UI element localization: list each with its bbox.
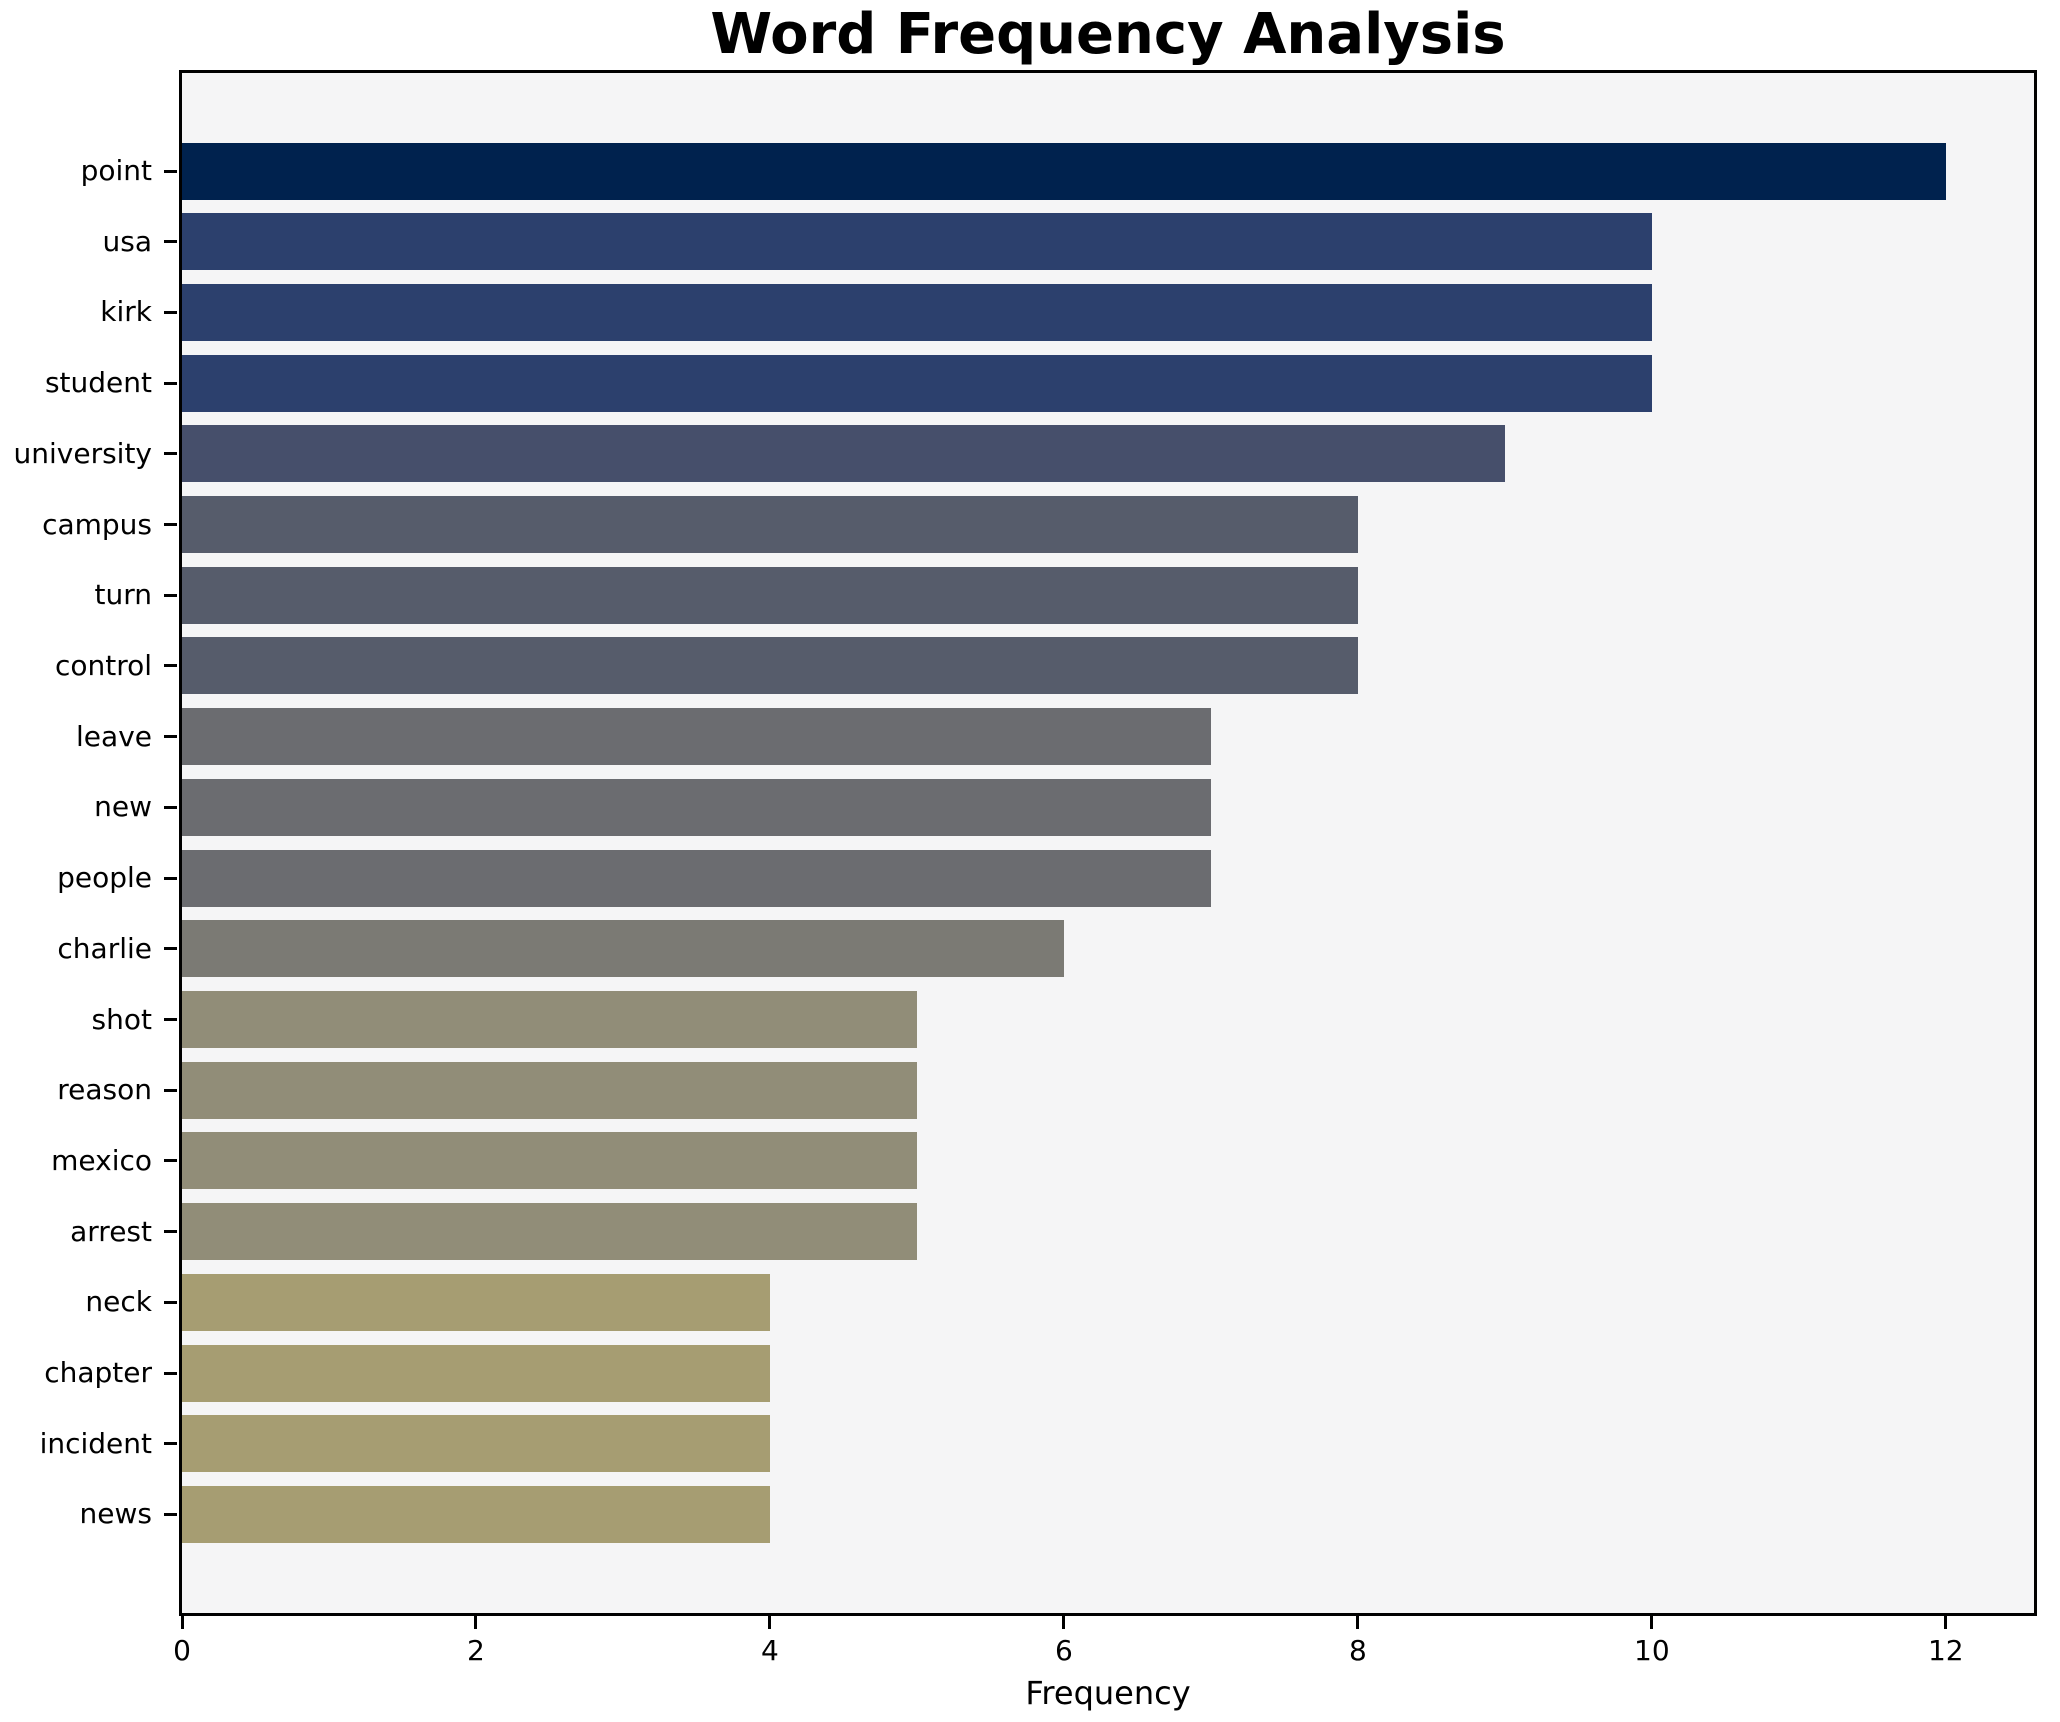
x-tick-label: 8 xyxy=(1348,1634,1367,1667)
x-tick-label: 6 xyxy=(1054,1634,1073,1667)
x-tick-mark xyxy=(1944,1616,1948,1629)
x-axis-label: Frequency xyxy=(1025,1674,1191,1712)
bar xyxy=(182,283,1652,341)
y-tick-label: point xyxy=(80,154,152,187)
x-tick-label: 4 xyxy=(761,1634,779,1667)
x-tick-label: 2 xyxy=(467,1634,485,1667)
y-tick-label: people xyxy=(57,861,152,895)
y-tick-mark xyxy=(164,310,177,314)
y-tick-label: control xyxy=(54,648,152,682)
y-tick-mark xyxy=(164,1300,177,1304)
bar xyxy=(182,849,1211,907)
y-tick-label: leave xyxy=(76,719,152,753)
bar xyxy=(182,1344,770,1402)
y-tick-mark xyxy=(164,381,177,385)
y-tick-mark xyxy=(164,1442,177,1446)
y-tick-mark xyxy=(164,1512,177,1516)
y-tick-label: kirk xyxy=(100,295,152,329)
y-tick-label: campus xyxy=(42,507,152,541)
x-tick-mark xyxy=(1356,1616,1360,1629)
y-tick-label: new xyxy=(94,790,152,824)
y-tick-label: university xyxy=(13,436,153,470)
y-tick-mark xyxy=(164,876,177,880)
y-tick-label: turn xyxy=(94,578,153,612)
plot-area xyxy=(179,70,2037,1616)
bar xyxy=(182,566,1358,624)
y-tick-label: news xyxy=(79,1497,152,1531)
y-tick-mark xyxy=(164,1159,177,1163)
y-tick-mark xyxy=(164,169,177,173)
bar xyxy=(182,1273,770,1331)
chart-title: Word Frequency Analysis xyxy=(710,2,1506,67)
y-tick-label: reason xyxy=(57,1073,152,1107)
x-tick-mark xyxy=(768,1616,772,1629)
bar xyxy=(182,708,1211,766)
y-tick-mark xyxy=(164,1371,177,1375)
y-tick-label: mexico xyxy=(51,1143,152,1177)
bar xyxy=(182,1061,917,1119)
x-tick-mark xyxy=(1062,1616,1066,1629)
y-tick-label: charlie xyxy=(57,931,152,965)
x-tick-mark xyxy=(474,1616,478,1629)
y-tick-mark xyxy=(164,1018,177,1022)
y-tick-mark xyxy=(164,664,177,668)
bar xyxy=(182,496,1358,554)
bar xyxy=(182,213,1652,271)
bar xyxy=(182,425,1505,483)
y-tick-mark xyxy=(164,805,177,809)
y-tick-mark xyxy=(164,593,177,597)
y-tick-mark xyxy=(164,240,177,244)
y-tick-label: chapter xyxy=(44,1356,152,1390)
bar xyxy=(182,1203,917,1261)
bar xyxy=(182,920,1064,978)
y-tick-label: neck xyxy=(85,1285,152,1319)
bar xyxy=(182,142,1946,200)
y-tick-label: arrest xyxy=(70,1214,152,1248)
bar xyxy=(182,1132,917,1190)
y-tick-label: usa xyxy=(102,224,153,258)
y-tick-mark xyxy=(164,523,177,527)
y-tick-mark xyxy=(164,735,177,739)
y-tick-label: incident xyxy=(39,1426,152,1460)
x-tick-label: 0 xyxy=(173,1634,191,1667)
bar xyxy=(182,1485,770,1543)
x-tick-label: 12 xyxy=(1927,1634,1964,1667)
bar xyxy=(182,637,1358,695)
y-tick-mark xyxy=(164,1230,177,1234)
x-tick-label: 10 xyxy=(1634,1634,1670,1667)
bar xyxy=(182,1415,770,1473)
y-tick-label: student xyxy=(44,366,152,400)
bar xyxy=(182,354,1652,412)
x-tick-mark xyxy=(180,1616,184,1629)
y-tick-label: shot xyxy=(91,1002,152,1036)
y-tick-mark xyxy=(164,947,177,951)
bar xyxy=(182,778,1211,836)
bar xyxy=(182,991,917,1049)
x-tick-mark xyxy=(1650,1616,1654,1629)
y-tick-mark xyxy=(164,1088,177,1092)
y-tick-mark xyxy=(164,452,177,456)
